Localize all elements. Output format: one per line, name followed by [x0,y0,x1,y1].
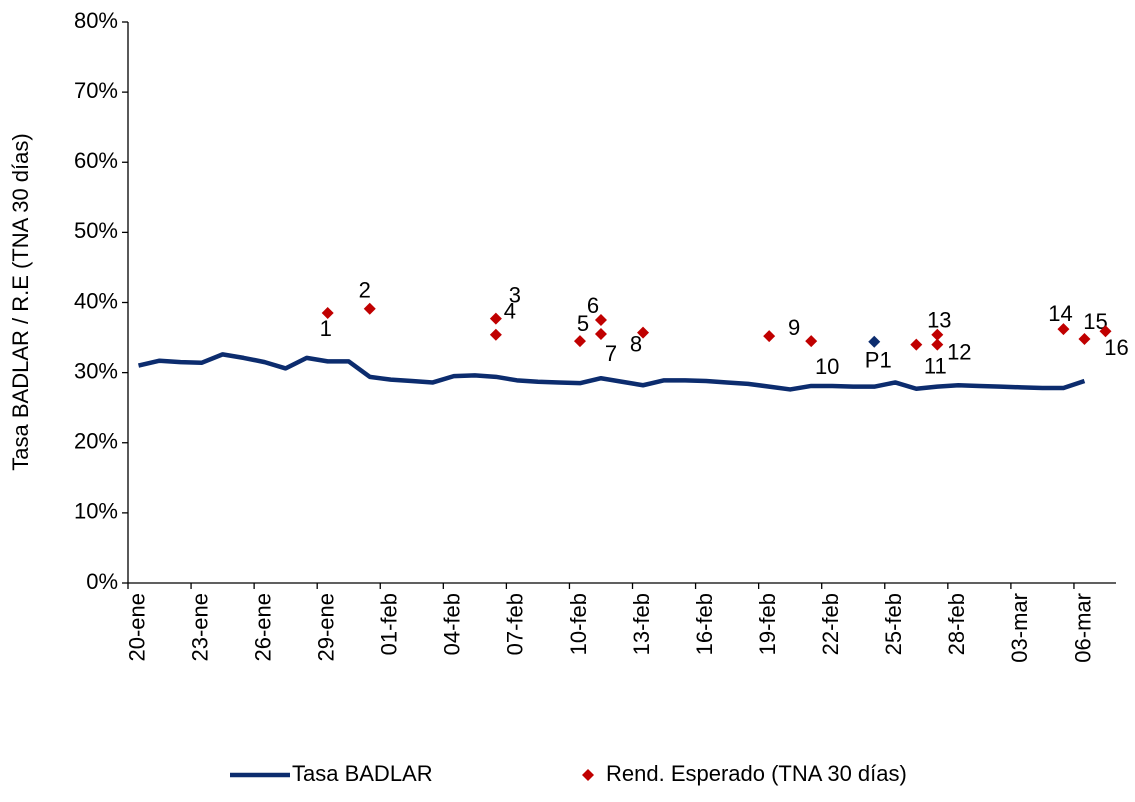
marker [489,312,502,325]
y-tick-label: 10% [74,499,118,524]
x-tick-label: 20-ene [124,593,149,662]
y-tick-label: 20% [74,429,118,454]
point-label: 8 [630,331,642,356]
marker [321,307,334,320]
x-tick-label: 01-feb [377,593,402,655]
x-tick-label: 13-feb [629,593,654,655]
x-tick-label: 04-feb [440,593,465,655]
marker [1099,325,1112,338]
marker [868,335,881,348]
y-tick-label: 40% [74,288,118,313]
y-tick-label: 60% [74,148,118,173]
point-label: 12 [947,339,971,364]
marker [594,328,607,341]
point-label: 7 [605,341,617,366]
y-tick-label: 80% [74,8,118,33]
marker [931,328,944,341]
x-tick-label: 28-feb [944,593,969,655]
y-tick-label: 70% [74,78,118,103]
point-label: 13 [927,308,951,333]
marker [931,338,944,351]
marker [363,302,376,315]
legend-marker [582,769,594,781]
marker [594,314,607,327]
y-axis-label: Tasa BADLAR / R.E (TNA 30 días) [8,133,33,470]
legend-label: Tasa BADLAR [292,761,433,786]
point-label: 16 [1104,335,1128,360]
x-tick-label: 23-ene [187,593,212,662]
x-tick-label: 26-ene [250,593,275,662]
x-tick-label: 16-feb [692,593,717,655]
point-label: 14 [1048,301,1072,326]
x-tick-label: 10-feb [566,593,591,655]
x-tick-label: 07-feb [503,593,528,655]
line-series [137,352,1086,392]
x-tick-label: 06-mar [1070,593,1095,663]
x-tick-label: 22-feb [818,593,843,655]
point-label: 5 [577,311,589,336]
point-label: 10 [815,354,839,379]
y-tick-label: 50% [74,218,118,243]
point-label: 3 [509,282,521,307]
point-label: 2 [359,278,371,303]
point-label: 6 [587,293,599,318]
legend-label: Rend. Esperado (TNA 30 días) [606,761,907,786]
point-label: 4 [504,299,516,324]
y-tick-label: 0% [86,569,118,594]
point-label: 9 [788,315,800,340]
x-tick-label: 29-ene [314,593,339,662]
marker [573,335,586,348]
x-tick-label: 25-feb [881,593,906,655]
marker [763,330,776,343]
point-label: P1 [865,348,892,373]
x-tick-label: 03-mar [1007,593,1032,663]
marker [1078,332,1091,345]
y-tick-label: 30% [74,358,118,383]
marker [910,338,923,351]
marker [1057,323,1070,336]
marker [637,326,650,339]
x-tick-label: 19-feb [755,593,780,655]
marker [489,328,502,341]
point-label: 11 [924,353,947,378]
marker [805,335,818,348]
point-label: 1 [320,316,332,341]
